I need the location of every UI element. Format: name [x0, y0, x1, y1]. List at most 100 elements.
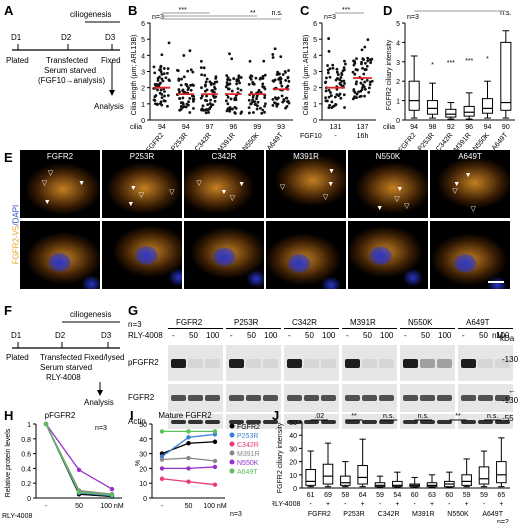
data-point	[181, 106, 184, 109]
data-point	[166, 94, 170, 97]
count-label: 97	[206, 124, 214, 131]
blot-strip	[458, 345, 513, 381]
data-point	[153, 95, 157, 99]
data-point	[159, 70, 163, 74]
category-label: N550K	[472, 132, 491, 150]
blot-band	[171, 419, 186, 424]
data-point	[329, 91, 332, 94]
arrowhead-icon: ▽	[452, 188, 458, 196]
data-point	[261, 82, 265, 86]
blot-band	[229, 419, 244, 424]
arrowhead-icon: ▽	[394, 195, 400, 203]
blot-strip	[284, 345, 339, 381]
box	[500, 41, 512, 111]
data-point	[153, 102, 157, 106]
count-label: 60	[445, 492, 453, 499]
data-point	[363, 67, 367, 71]
data-point	[342, 68, 346, 72]
data-point	[156, 88, 159, 92]
significance-label: .02	[314, 413, 324, 420]
blot-band	[171, 358, 186, 368]
blot-strip	[168, 414, 223, 429]
data-point	[162, 72, 166, 76]
data-point	[159, 65, 163, 69]
data-point	[251, 95, 255, 99]
blot-band	[188, 395, 203, 401]
box	[374, 482, 386, 488]
data-point	[247, 82, 251, 86]
micrograph-merge-dapi	[102, 221, 182, 289]
panel-label-i: I	[130, 408, 134, 423]
data-point	[154, 82, 158, 86]
data-point	[247, 111, 251, 115]
blot-dose-label: -	[346, 331, 349, 340]
data-point	[237, 76, 241, 80]
data-point	[228, 82, 232, 86]
data-point	[263, 110, 266, 114]
data-point	[162, 67, 166, 70]
data-point	[239, 76, 243, 79]
condition-label: -	[448, 501, 451, 508]
y-tick-label: 4	[313, 53, 317, 60]
data-point	[180, 77, 183, 81]
y-tick-label: 30	[139, 452, 147, 459]
series-point	[186, 441, 191, 446]
data-point	[152, 98, 156, 102]
blot-strip	[400, 345, 455, 381]
blot-band	[403, 358, 418, 368]
data-point	[327, 95, 331, 99]
y-tick-label: 0	[143, 496, 147, 503]
data-point	[255, 97, 258, 101]
micrograph-merge-dapi	[348, 221, 428, 289]
blot-dose-label: -	[172, 331, 175, 340]
data-point	[205, 77, 209, 81]
data-point	[234, 106, 238, 110]
category-label: FGFR2	[145, 132, 165, 150]
box	[426, 482, 438, 488]
data-point	[206, 103, 210, 107]
step-transfected-a: Transfected	[46, 56, 88, 65]
data-point	[326, 71, 330, 75]
y-tick-label: 0.4	[21, 466, 31, 473]
data-point	[153, 71, 157, 75]
data-point	[329, 94, 333, 97]
significance-label: **	[351, 413, 357, 420]
data-point	[199, 66, 203, 70]
condition-label: +	[465, 501, 469, 508]
data-point	[366, 56, 370, 60]
data-point	[163, 90, 166, 93]
rly-label-g: RLY-4008	[128, 331, 163, 340]
micrograph-fgfr2-v5: N550K ▽ ▼ ▽ ▼	[348, 150, 428, 218]
series-point	[76, 467, 82, 473]
blot-band	[420, 395, 435, 401]
data-point	[353, 72, 357, 76]
significance-label: ***	[447, 60, 455, 67]
blot-dose-label: 100	[206, 331, 220, 340]
y-tick-label: 1	[27, 422, 31, 429]
data-point	[360, 60, 363, 64]
blot-unit-label: nM	[492, 331, 504, 340]
data-point	[160, 96, 164, 100]
condition-label: -	[344, 501, 347, 508]
n-label: n=3	[152, 14, 164, 21]
ciliogenesis-label-a: ciliogenesis	[70, 10, 112, 19]
arrowhead-icon: ▽	[138, 191, 145, 199]
data-point	[204, 83, 207, 87]
box	[463, 105, 475, 117]
step-serum-f: Serum starved	[40, 363, 93, 372]
blot-band	[304, 395, 319, 401]
data-point	[351, 70, 355, 74]
blot-group-label: M391R	[350, 318, 376, 327]
y-tick-label: 40	[289, 433, 297, 440]
data-point	[365, 64, 369, 68]
blot-band	[229, 395, 244, 401]
blot-band	[263, 395, 278, 401]
data-point	[248, 59, 252, 63]
data-point	[162, 99, 166, 103]
legend-marker	[229, 459, 235, 465]
condition-label: -	[334, 133, 337, 140]
significance-label: *	[431, 62, 434, 69]
data-point	[285, 104, 289, 108]
series-point	[76, 489, 82, 495]
x-tick-label: 50	[185, 503, 193, 510]
